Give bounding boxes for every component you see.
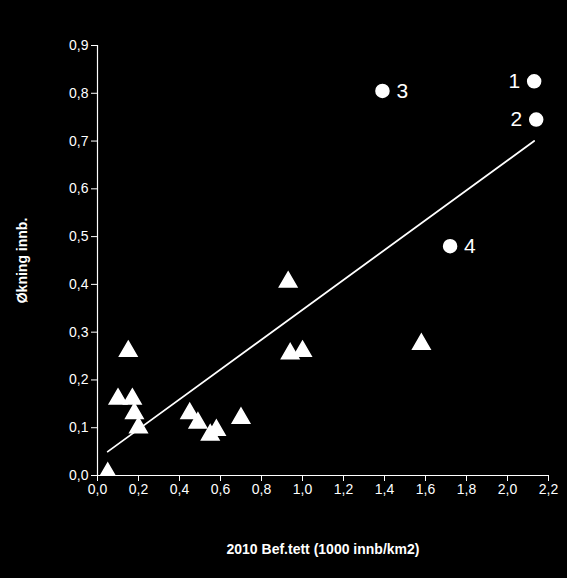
svg-text:0,6: 0,6	[69, 180, 89, 196]
svg-text:0,4: 0,4	[170, 481, 190, 497]
svg-text:0,1: 0,1	[69, 419, 89, 435]
svg-text:0,7: 0,7	[69, 133, 89, 149]
svg-text:2010 Bef.tett (1000 innb/km2): 2010 Bef.tett (1000 innb/km2)	[227, 541, 420, 557]
svg-text:2: 2	[511, 107, 523, 130]
svg-text:1,4: 1,4	[375, 481, 395, 497]
svg-text:1,0: 1,0	[293, 481, 313, 497]
svg-text:Økning innb.: Økning innb.	[14, 218, 30, 304]
svg-text:0,8: 0,8	[252, 481, 272, 497]
svg-text:0,8: 0,8	[69, 85, 89, 101]
svg-text:3: 3	[396, 79, 408, 102]
svg-text:2,0: 2,0	[498, 481, 518, 497]
svg-text:0,0: 0,0	[69, 467, 89, 483]
svg-text:0,5: 0,5	[69, 228, 89, 244]
svg-text:0,0: 0,0	[88, 481, 108, 497]
svg-text:1: 1	[508, 69, 520, 92]
svg-text:0,9: 0,9	[69, 37, 89, 53]
svg-text:0,2: 0,2	[129, 481, 149, 497]
svg-text:1,2: 1,2	[334, 481, 354, 497]
svg-text:1,8: 1,8	[457, 481, 477, 497]
svg-text:4: 4	[464, 234, 476, 257]
svg-text:0,3: 0,3	[69, 324, 89, 340]
svg-text:2,2: 2,2	[539, 481, 559, 497]
svg-text:0,6: 0,6	[211, 481, 231, 497]
svg-text:0,2: 0,2	[69, 371, 89, 387]
svg-text:0,4: 0,4	[69, 276, 89, 292]
svg-text:1,6: 1,6	[416, 481, 436, 497]
